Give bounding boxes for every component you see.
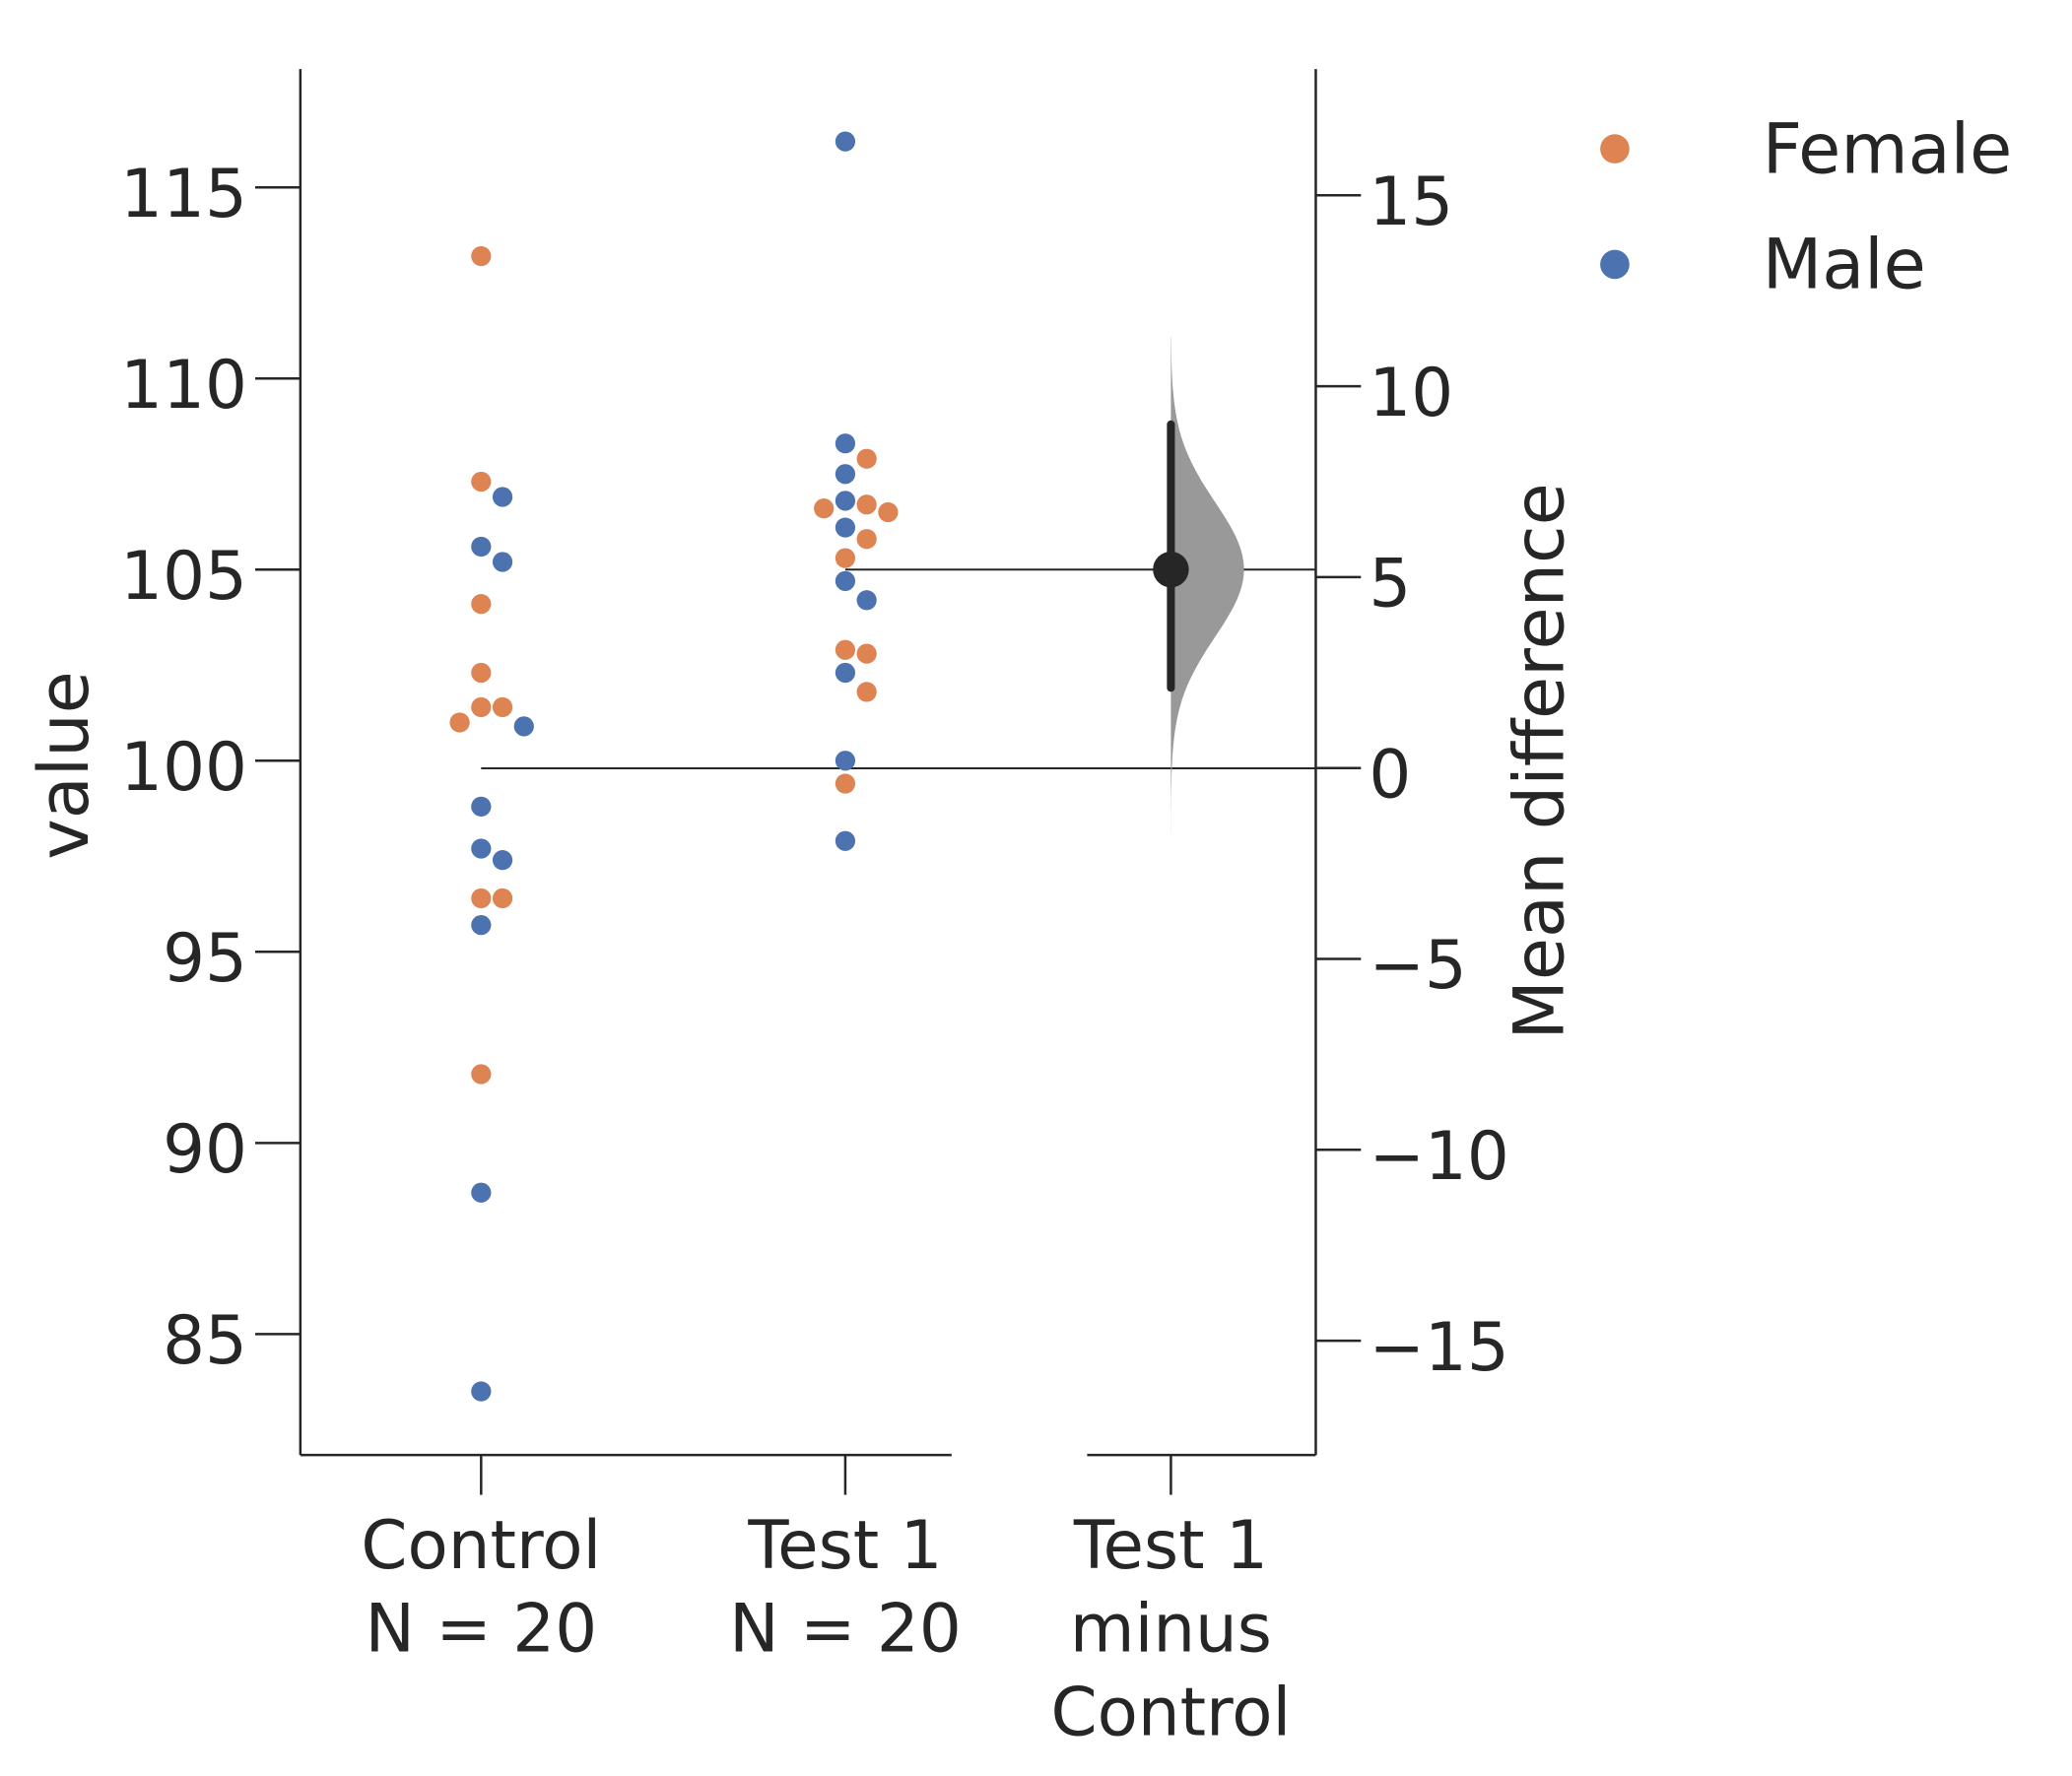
x-label-delta-line3: Control [1051,1674,1292,1751]
left-tick-label: 95 [163,919,247,997]
data-point-test-1-male [835,570,856,592]
data-point-control-female [449,712,470,733]
data-point-control-male [471,915,492,936]
axes [254,69,1362,1495]
legend-label-female: Female [1763,108,2013,189]
y-axis-title-right: Mean difference [1499,483,1579,1039]
left-tick-label: 100 [120,728,247,806]
data-point-test-1-female [856,682,877,702]
x-label-test1-n: N = 20 [729,1590,962,1668]
data-point-control-male [492,552,513,572]
mean-difference-point [1153,551,1189,588]
x-label-test1: Test 1 [747,1506,942,1584]
x-label-delta-line2: minus [1070,1590,1272,1668]
data-point-control-female [471,1064,492,1085]
data-point-test-1-female [835,548,856,568]
axis-labels: 859095100105110115−15−10−5051015ControlN… [24,155,1579,1751]
right-tick-label: −15 [1369,1308,1508,1386]
left-tick-label: 105 [120,537,247,615]
data-point-control-male [471,536,492,558]
data-point-control-male [492,850,513,871]
x-label-delta-line1: Test 1 [1073,1506,1268,1584]
data-point-test-1-female [856,494,877,515]
data-point-test-1-female [878,501,899,523]
data-point-control-female [492,696,513,718]
legend-label-male: Male [1763,225,1926,305]
x-label-control-n: N = 20 [365,1590,597,1668]
data-point-control-male [513,716,534,737]
swarm-points [449,131,899,1402]
data-point-control-female [471,662,492,684]
bootstrap-distribution [1170,336,1244,837]
data-point-test-1-female [856,448,877,469]
right-tick-label: −5 [1369,926,1466,1004]
x-label-control: Control [361,1506,601,1584]
data-point-test-1-male [835,662,856,684]
data-point-test-1-male [835,491,856,511]
left-tick-label: 85 [163,1301,247,1379]
legend-marker-male [1600,249,1630,280]
right-tick-label: 10 [1369,354,1453,431]
data-point-test-1-female [856,643,877,664]
bootstrap-distribution-layer [1170,336,1244,837]
data-point-control-male [471,796,492,817]
data-point-test-1-male [835,751,856,771]
right-tick-label: −10 [1369,1117,1508,1195]
data-point-control-female [471,245,492,267]
data-point-test-1-female [835,773,856,794]
data-point-test-1-male [835,830,856,851]
legend: Female Male [1600,108,2013,305]
data-point-test-1-male [835,131,856,152]
data-point-control-male [471,1381,492,1402]
data-point-test-1-female [856,529,877,550]
data-point-control-male [471,1182,492,1203]
data-point-control-male [492,487,513,507]
data-point-control-female [492,888,513,909]
left-tick-label: 90 [163,1110,247,1188]
right-tick-label: 15 [1369,163,1453,240]
data-point-test-1-male [835,464,856,485]
data-point-control-female [471,888,492,909]
data-point-control-female [471,594,492,615]
right-tick-label: 5 [1369,545,1411,623]
effect-size-layer [1153,420,1189,692]
y-axis-title-left: value [24,671,104,860]
data-point-control-male [471,838,492,859]
right-tick-label: 0 [1369,735,1411,813]
legend-marker-female [1600,134,1630,164]
data-point-test-1-male [835,433,856,454]
left-tick-label: 115 [120,155,247,232]
data-point-test-1-female [835,639,856,660]
data-point-control-female [471,471,492,493]
data-point-control-female [471,696,492,718]
data-point-test-1-male [835,517,856,538]
data-point-test-1-female [814,498,835,519]
left-tick-label: 110 [120,346,247,424]
data-point-test-1-male [856,590,877,611]
